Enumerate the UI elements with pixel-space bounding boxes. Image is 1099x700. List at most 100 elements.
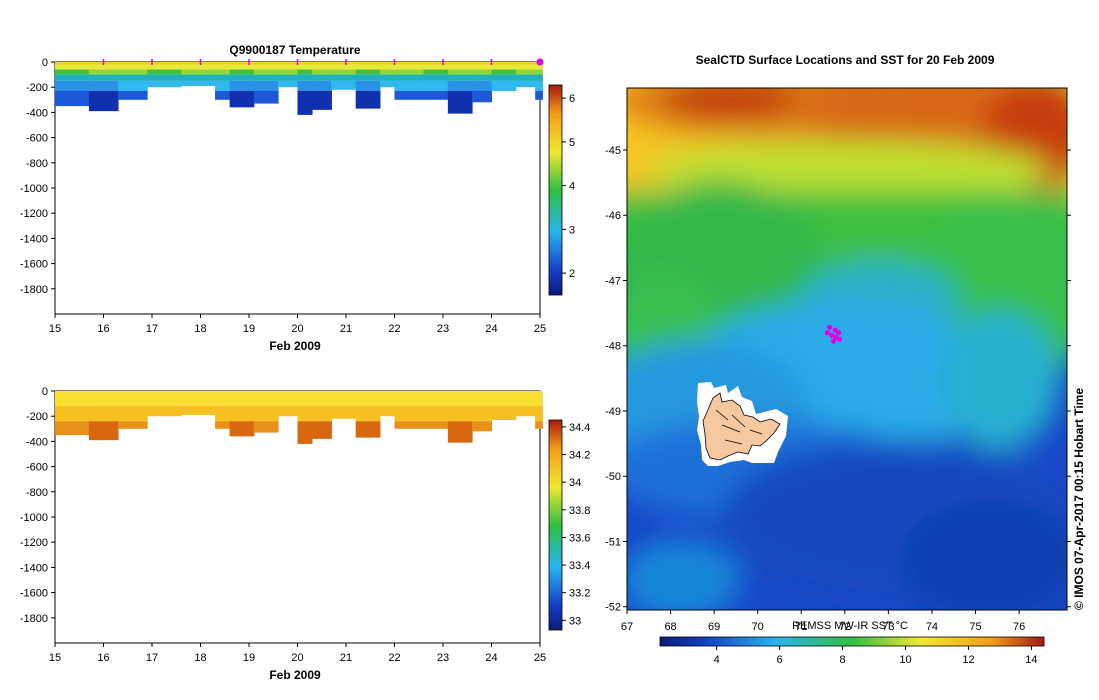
- temperature-profile-layer: [423, 90, 449, 100]
- temperature-profile-layer: [118, 69, 148, 75]
- salinity-x-axis: 15 16 17 18 19 20 21 22 23 24 25: [49, 643, 546, 664]
- temperature-profile-layer: [253, 62, 279, 65]
- temperature-profile-layer: [472, 69, 492, 75]
- temperature-profile-layer: [312, 69, 332, 75]
- y-tick-label: -1200: [20, 208, 48, 220]
- temperature-profile-layer: [379, 74, 395, 81]
- temperature-profile-layer: [312, 74, 332, 81]
- salinity-profile-layer: [355, 391, 381, 407]
- temperature-profile-layer: [147, 64, 182, 70]
- salinity-profile-layer: [535, 421, 543, 429]
- y-tick-label: -1400: [20, 233, 48, 245]
- salinity-profile-layer: [535, 391, 543, 407]
- salinity-profile-layer: [118, 421, 148, 429]
- temperature-profile-layer: [515, 69, 536, 75]
- temperature-profile-layer: [447, 74, 473, 81]
- sst-map-y-axis: -45 -46 -47 -48 -49 -50 -51 -52: [605, 145, 1071, 614]
- seal-location-dot: [826, 324, 833, 331]
- temperature-profile-layer: [423, 64, 449, 70]
- temperature-profile-layer: [55, 80, 90, 91]
- sst-map-title: SealCTD Surface Locations and SST for 20…: [696, 53, 995, 67]
- sst-colorbar-tick-label: 8: [839, 654, 845, 666]
- salinity-profile-layer: [331, 391, 357, 407]
- seal-location-dot: [836, 336, 843, 342]
- y-tick-label: -400: [26, 436, 48, 448]
- temperature-profile-layer: [229, 90, 255, 108]
- sst-field: [627, 88, 1067, 610]
- y-tick-label: -800: [26, 487, 48, 499]
- temperature-profile-layer: [394, 64, 425, 70]
- temperature-profile-layer: [394, 69, 425, 75]
- temperature-profile-layer: [355, 69, 381, 75]
- temperature-profile-layer: [88, 74, 119, 81]
- sst-colorbar-tick-label: 10: [899, 654, 911, 666]
- temperature-plot-area: [54, 58, 544, 315]
- temperature-profile-layer: [297, 69, 313, 75]
- temperature-profile-layer: [278, 74, 298, 81]
- lon-tick-label: 67: [621, 621, 633, 633]
- salinity-profile-layer: [394, 421, 425, 429]
- salinity-profile-layer: [229, 421, 255, 437]
- temperature-profile-layer: [355, 80, 381, 91]
- salinity-profile-layer: [297, 406, 313, 422]
- colorbar-tick-label: 33.2: [569, 588, 590, 600]
- temperature-profile-layer: [379, 80, 395, 88]
- temperature-profile-layer: [118, 74, 148, 81]
- salinity-plot-area: [54, 390, 543, 644]
- sst-colorbar-ticks: 4 6 8 10 12 14: [714, 646, 1038, 666]
- temperature-profile-layer: [312, 64, 332, 70]
- temperature-profile-layer: [278, 64, 298, 70]
- temperature-profile-layer: [312, 62, 332, 65]
- colorbar-tick-label: 5: [569, 137, 575, 149]
- temperature-profile-layer: [535, 69, 543, 75]
- temperature-profile-layer: [253, 64, 279, 70]
- lon-tick-label: 73: [882, 621, 894, 633]
- temperature-profile-layer: [297, 90, 313, 115]
- salinity-profile-layer: [379, 406, 395, 417]
- temperature-profile-layer: [355, 62, 381, 65]
- temperature-profile-layer: [297, 62, 313, 65]
- temperature-profile-layer: [491, 64, 517, 70]
- salinity-profile-layer: [491, 391, 517, 407]
- temperature-profile-layer: [312, 90, 332, 110]
- temperature-profile-layer: [535, 80, 543, 91]
- temperature-profile-layer: [88, 69, 119, 75]
- temperature-profile-layer: [55, 90, 90, 107]
- x-tick-label: 22: [388, 323, 400, 335]
- salinity-profile-layer: [147, 391, 182, 407]
- x-tick-label: 17: [146, 323, 158, 335]
- profile-marker: [536, 58, 544, 66]
- temperature-profile-layer: [229, 80, 255, 91]
- salinity-profile-layer: [118, 391, 148, 407]
- temperature-profile-layer: [253, 90, 279, 104]
- y-tick-label: -1800: [20, 284, 48, 296]
- salinity-profile-layer: [147, 406, 182, 417]
- temperature-profile-layer: [147, 80, 182, 88]
- colorbar-tick-label: 33.6: [569, 532, 590, 544]
- temperature-profile-layer: [331, 62, 357, 65]
- y-tick-label: -200: [26, 82, 48, 94]
- salinity-profile-layer: [181, 391, 216, 407]
- temperature-profile-layer: [515, 80, 536, 88]
- salinity-profile-layer: [472, 421, 492, 432]
- temperature-profile-layer: [394, 80, 425, 91]
- temperature-profile-layer: [118, 62, 148, 65]
- kerguelen-island: [702, 392, 781, 461]
- salinity-colorbar: [548, 419, 563, 631]
- y-tick-label: 0: [42, 57, 48, 69]
- salinity-profile-layer: [88, 406, 119, 422]
- lon-tick-label: 76: [1013, 621, 1025, 633]
- y-tick-label: -400: [26, 107, 48, 119]
- y-tick-label: -600: [26, 462, 48, 474]
- salinity-profile-layer: [297, 421, 313, 444]
- x-tick-label: 20: [291, 323, 303, 335]
- temperature-profile-layer: [447, 69, 473, 75]
- temperature-profile-layer: [447, 90, 473, 114]
- salinity-profile-layer: [515, 391, 536, 407]
- x-tick-label: 20: [291, 652, 303, 664]
- sst-colorbar-tick-label: 12: [962, 654, 974, 666]
- temperature-profile-layer: [88, 80, 119, 91]
- y-tick-label: -1000: [20, 183, 48, 195]
- y-tick-label: 0: [42, 386, 48, 398]
- salinity-profile-layer: [491, 406, 517, 420]
